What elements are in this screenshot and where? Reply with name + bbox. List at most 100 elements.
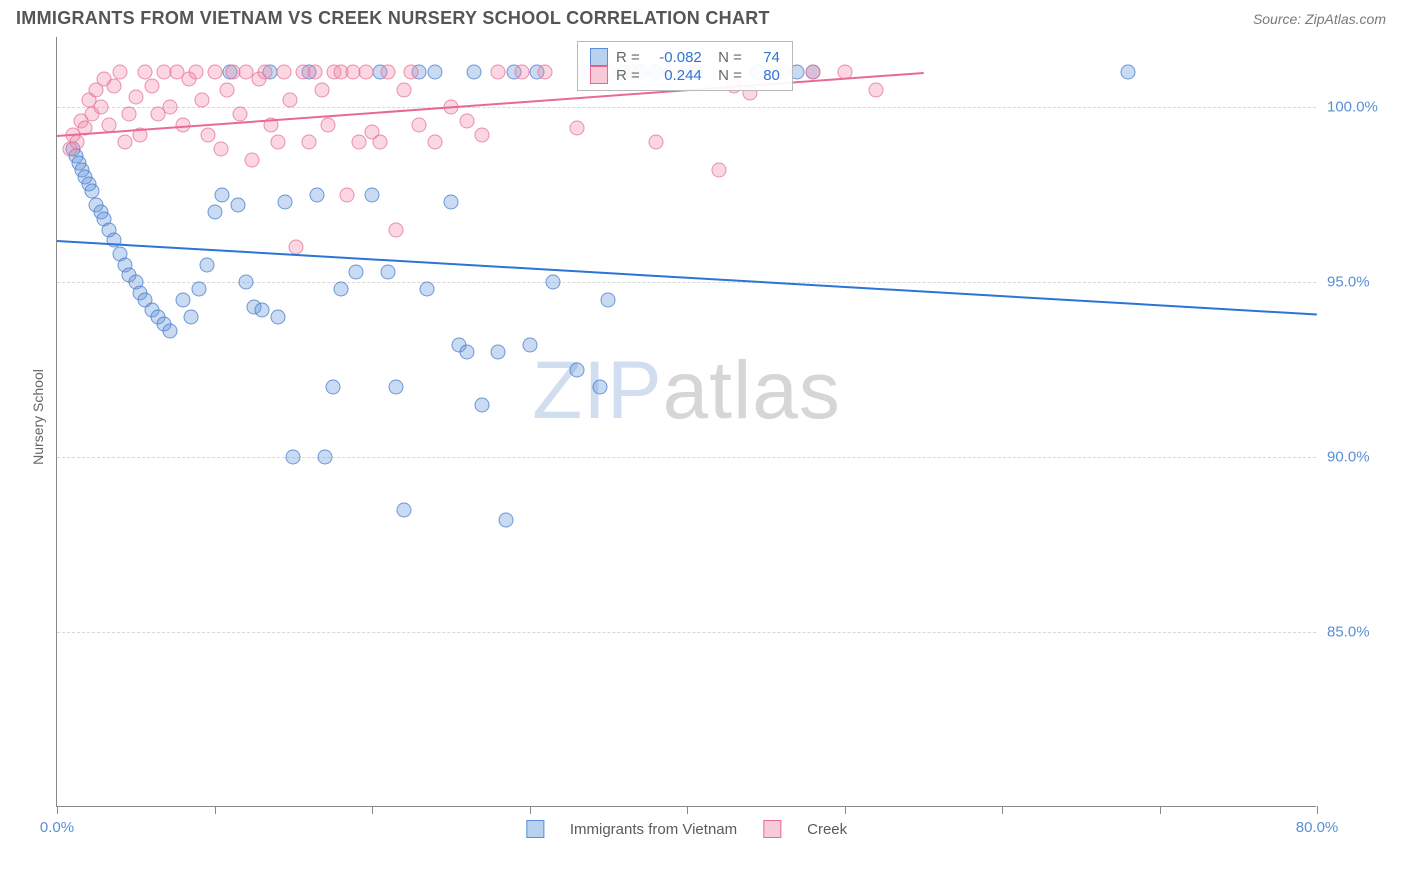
scatter-point: [467, 65, 482, 80]
scatter-point: [443, 194, 458, 209]
scatter-point: [459, 114, 474, 129]
scatter-point: [325, 380, 340, 395]
legend-box: R = -0.082 N = 74R = 0.244 N = 80: [577, 41, 793, 91]
scatter-point: [317, 450, 332, 465]
xtick: [1160, 806, 1161, 814]
xtick: [530, 806, 531, 814]
scatter-point: [396, 502, 411, 517]
legend-n-value: 80: [750, 67, 780, 84]
scatter-point: [138, 65, 153, 80]
xtick: [57, 806, 58, 814]
scatter-point: [201, 128, 216, 143]
xtick-label: 80.0%: [1296, 819, 1339, 836]
scatter-point: [276, 65, 291, 80]
scatter-point: [1121, 65, 1136, 80]
scatter-point: [711, 163, 726, 178]
legend-swatch: [590, 66, 608, 84]
scatter-point: [459, 345, 474, 360]
scatter-point: [220, 82, 235, 97]
scatter-point: [320, 117, 335, 132]
scatter-point: [245, 152, 260, 167]
ytick-label: 90.0%: [1327, 449, 1370, 466]
scatter-point: [806, 65, 821, 80]
scatter-point: [498, 513, 513, 528]
scatter-point: [475, 397, 490, 412]
scatter-point: [404, 65, 419, 80]
legend-swatch-series1: [526, 820, 544, 838]
scatter-point: [94, 100, 109, 115]
bottom-legend: Immigrants from Vietnam Creek: [526, 820, 847, 838]
scatter-point: [358, 65, 373, 80]
scatter-point: [365, 187, 380, 202]
legend-swatch-series2: [763, 820, 781, 838]
scatter-point: [254, 303, 269, 318]
scatter-point: [339, 187, 354, 202]
legend-n-value: 74: [750, 49, 780, 66]
scatter-point: [333, 282, 348, 297]
scatter-point: [163, 324, 178, 339]
scatter-point: [491, 345, 506, 360]
scatter-point: [314, 82, 329, 97]
scatter-point: [380, 65, 395, 80]
scatter-point: [84, 184, 99, 199]
chart-wrap: Nursery School ZIPatlas Immigrants from …: [16, 37, 1390, 857]
ytick-label: 100.0%: [1327, 99, 1378, 116]
legend-n-label: N =: [710, 67, 742, 84]
scatter-point: [546, 275, 561, 290]
scatter-point: [215, 187, 230, 202]
scatter-point: [869, 82, 884, 97]
scatter-point: [191, 282, 206, 297]
scatter-point: [183, 310, 198, 325]
scatter-point: [283, 93, 298, 108]
scatter-point: [569, 121, 584, 136]
scatter-point: [302, 135, 317, 150]
scatter-point: [207, 65, 222, 80]
xtick: [1002, 806, 1003, 814]
scatter-point: [420, 282, 435, 297]
scatter-point: [128, 89, 143, 104]
xtick: [215, 806, 216, 814]
scatter-point: [601, 292, 616, 307]
legend-r-label: R =: [616, 67, 640, 84]
scatter-point: [163, 100, 178, 115]
ytick-label: 85.0%: [1327, 624, 1370, 641]
scatter-point: [388, 222, 403, 237]
scatter-point: [522, 338, 537, 353]
ytick-label: 95.0%: [1327, 274, 1370, 291]
scatter-point: [349, 264, 364, 279]
legend-r-value: 0.244: [648, 67, 702, 84]
xtick: [845, 806, 846, 814]
scatter-point: [144, 79, 159, 94]
scatter-point: [412, 117, 427, 132]
scatter-point: [309, 187, 324, 202]
scatter-point: [372, 135, 387, 150]
scatter-point: [231, 198, 246, 213]
legend-row: R = 0.244 N = 80: [590, 66, 780, 84]
scatter-point: [286, 450, 301, 465]
scatter-point: [106, 79, 121, 94]
scatter-point: [352, 135, 367, 150]
scatter-point: [270, 135, 285, 150]
xtick: [687, 806, 688, 814]
scatter-point: [207, 205, 222, 220]
legend-r-value: -0.082: [648, 49, 702, 66]
scatter-point: [117, 135, 132, 150]
plot-area: ZIPatlas Immigrants from Vietnam Creek 8…: [56, 37, 1316, 807]
gridline: [57, 457, 1316, 458]
scatter-point: [388, 380, 403, 395]
scatter-point: [122, 107, 137, 122]
scatter-point: [232, 107, 247, 122]
scatter-point: [475, 128, 490, 143]
scatter-point: [593, 380, 608, 395]
scatter-point: [239, 275, 254, 290]
scatter-point: [308, 65, 323, 80]
legend-swatch: [590, 48, 608, 66]
scatter-point: [396, 82, 411, 97]
scatter-point: [289, 240, 304, 255]
scatter-point: [648, 135, 663, 150]
scatter-point: [270, 310, 285, 325]
xtick-label: 0.0%: [40, 819, 74, 836]
legend-label-series1: Immigrants from Vietnam: [570, 821, 737, 838]
source-label: Source: ZipAtlas.com: [1253, 11, 1386, 27]
xtick: [1317, 806, 1318, 814]
